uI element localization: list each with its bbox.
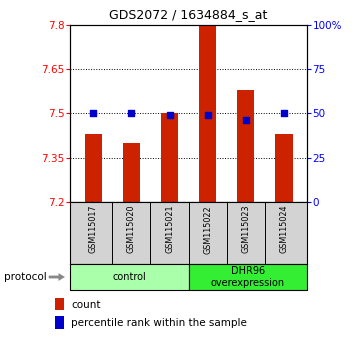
Bar [237,90,255,202]
Point [167,112,173,118]
Point [129,110,134,116]
FancyBboxPatch shape [70,264,188,290]
Bar [199,25,216,202]
Text: control: control [113,272,146,282]
Text: GSM115023: GSM115023 [242,205,250,253]
FancyBboxPatch shape [188,264,307,290]
Text: GSM115024: GSM115024 [279,205,288,253]
Text: GSM115021: GSM115021 [165,205,174,253]
Text: count: count [71,300,100,310]
Text: GSM115017: GSM115017 [89,205,98,253]
Bar [161,113,178,202]
Text: percentile rank within the sample: percentile rank within the sample [71,318,247,329]
Point [281,110,287,116]
Text: GSM115020: GSM115020 [127,205,136,253]
Point [205,112,210,118]
Text: protocol: protocol [4,272,46,282]
Point [90,110,96,116]
Point [243,118,249,123]
Title: GDS2072 / 1634884_s_at: GDS2072 / 1634884_s_at [109,8,268,21]
Bar [55,316,64,329]
Text: DHR96
overexpression: DHR96 overexpression [211,266,285,288]
Text: GSM115022: GSM115022 [203,205,212,253]
Bar [55,298,64,310]
Bar [123,143,140,202]
Bar [85,134,102,202]
Bar [275,134,292,202]
